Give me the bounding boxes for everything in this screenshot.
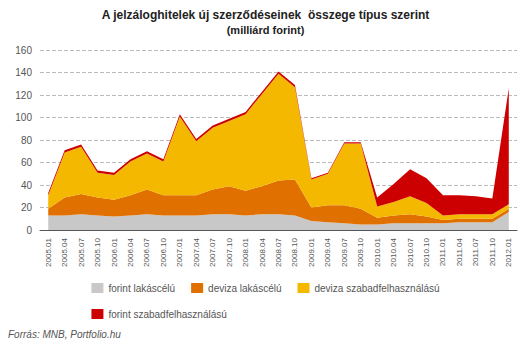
svg-text:Forrás: MNB, Portfolio.hu: Forrás: MNB, Portfolio.hu (8, 329, 121, 340)
svg-text:2009.01: 2009.01 (307, 237, 316, 266)
svg-text:20: 20 (21, 202, 33, 213)
svg-text:(milliárd forint): (milliárd forint) (227, 24, 305, 36)
svg-text:2007.01: 2007.01 (175, 237, 184, 266)
svg-text:2007.04: 2007.04 (192, 237, 201, 266)
svg-text:forint szabadfelhasználású: forint szabadfelhasználású (108, 309, 226, 320)
svg-text:2007.10: 2007.10 (225, 237, 234, 266)
svg-text:2005.10: 2005.10 (93, 237, 102, 266)
svg-text:40: 40 (21, 180, 33, 191)
svg-text:160: 160 (15, 45, 32, 56)
svg-text:forint lakáscélú: forint lakáscélú (108, 283, 175, 294)
svg-text:2011.07: 2011.07 (471, 237, 480, 266)
svg-text:2006.07: 2006.07 (142, 237, 151, 266)
svg-text:2009.07: 2009.07 (340, 237, 349, 266)
svg-text:deviza szabadfelhasználású: deviza szabadfelhasználású (314, 283, 439, 294)
svg-text:2011.10: 2011.10 (488, 237, 497, 266)
svg-text:2007.07: 2007.07 (208, 237, 217, 266)
svg-text:2008.04: 2008.04 (258, 237, 267, 266)
svg-text:2008.01: 2008.01 (241, 237, 250, 266)
svg-text:2010.07: 2010.07 (406, 237, 415, 266)
svg-text:2010.01: 2010.01 (373, 237, 382, 266)
svg-text:2012.01: 2012.01 (504, 237, 513, 266)
svg-text:2008.10: 2008.10 (290, 237, 299, 266)
svg-text:A jelzáloghitelek új szerződés: A jelzáloghitelek új szerződéseinek össz… (102, 8, 430, 22)
svg-text:2011.01: 2011.01 (438, 237, 447, 266)
svg-text:2009.10: 2009.10 (356, 237, 365, 266)
svg-text:60: 60 (21, 157, 33, 168)
svg-text:80: 80 (21, 135, 33, 146)
svg-text:2010.04: 2010.04 (389, 237, 398, 266)
svg-text:120: 120 (15, 90, 32, 101)
svg-text:deviza lakáscélú: deviza lakáscélú (208, 283, 281, 294)
svg-text:2005.04: 2005.04 (60, 237, 69, 266)
svg-text:140: 140 (15, 67, 32, 78)
svg-text:2006.04: 2006.04 (126, 237, 135, 266)
svg-text:2010.10: 2010.10 (422, 237, 431, 266)
svg-text:100: 100 (15, 112, 32, 123)
svg-text:0: 0 (26, 225, 32, 236)
svg-text:2005.01: 2005.01 (44, 237, 53, 266)
svg-text:2005.07: 2005.07 (77, 237, 86, 266)
svg-text:2011.04: 2011.04 (455, 237, 464, 266)
svg-text:2006.10: 2006.10 (159, 237, 168, 266)
svg-text:2008.07: 2008.07 (274, 237, 283, 266)
svg-text:2006.01: 2006.01 (110, 237, 119, 266)
svg-text:2009.04: 2009.04 (323, 237, 332, 266)
